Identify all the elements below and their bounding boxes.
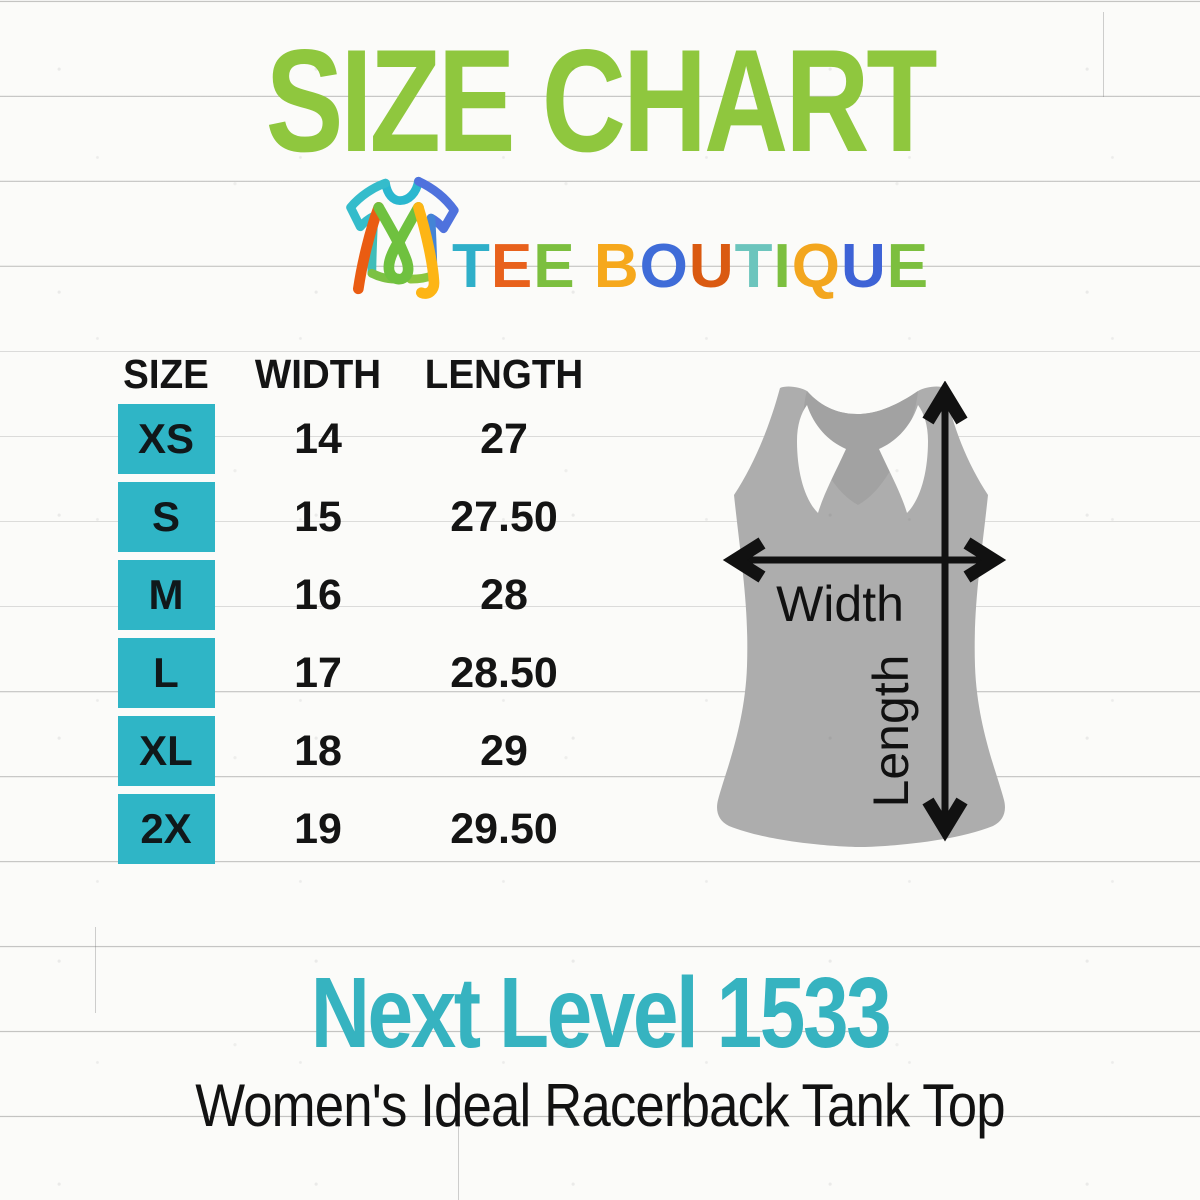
table-row: XL 18 29 bbox=[100, 712, 604, 790]
width-label: Width bbox=[776, 576, 904, 632]
size-badge: XS bbox=[117, 404, 215, 474]
table-row: M 16 28 bbox=[100, 556, 604, 634]
tank-top-diagram: Width Length bbox=[717, 381, 1007, 847]
wood-plank-seam bbox=[458, 1117, 459, 1200]
brand-letter: Q bbox=[791, 232, 841, 301]
column-header-size: SIZE bbox=[123, 350, 209, 397]
brand-letter: E bbox=[886, 232, 930, 301]
tank-silhouette bbox=[717, 386, 1005, 847]
width-value: 19 bbox=[294, 804, 342, 853]
left-armhole-cutout bbox=[797, 405, 846, 513]
right-armhole-cutout bbox=[879, 405, 928, 513]
size-badge: XL bbox=[117, 716, 215, 786]
table-header-row: SIZE WIDTH LENGTH bbox=[100, 348, 604, 400]
brand-letter: I bbox=[773, 232, 792, 301]
wood-plank-seam bbox=[95, 927, 96, 1013]
width-value: 16 bbox=[294, 570, 342, 619]
width-value: 18 bbox=[294, 726, 342, 775]
m-monogram bbox=[352, 202, 440, 299]
length-value: 29.50 bbox=[450, 804, 558, 853]
width-arrow bbox=[722, 537, 1007, 583]
product-line-title: Next Level 1533 bbox=[310, 957, 892, 1069]
table-row: XS 14 27 bbox=[100, 400, 604, 478]
length-value: 29 bbox=[480, 726, 528, 775]
brand-letter bbox=[576, 232, 594, 301]
page-title: SIZE CHART bbox=[265, 19, 938, 182]
brand-name-text: TEE BOUTIQUE bbox=[452, 232, 929, 302]
length-arrow bbox=[922, 381, 968, 842]
size-badge: 2X bbox=[117, 794, 215, 864]
brand-letter: B bbox=[593, 232, 640, 301]
brand-letter: E bbox=[490, 232, 534, 301]
size-badge: M bbox=[117, 560, 215, 630]
length-value: 28 bbox=[480, 570, 528, 619]
length-value: 27 bbox=[480, 414, 528, 463]
width-value: 17 bbox=[294, 648, 342, 697]
brand-logo: TEE BOUTIQUE bbox=[0, 168, 1200, 308]
brand-letter: U bbox=[688, 232, 735, 301]
length-value: 28.50 bbox=[450, 648, 558, 697]
brand-letter: U bbox=[840, 232, 887, 301]
length-value: 27.50 bbox=[450, 492, 558, 541]
wood-plank-seam bbox=[1103, 12, 1104, 97]
table-row: S 15 27.50 bbox=[100, 478, 604, 556]
brand-letter: T bbox=[452, 232, 491, 301]
size-badge: S bbox=[117, 482, 215, 552]
table-row: 2X 19 29.50 bbox=[100, 790, 604, 868]
width-value: 15 bbox=[294, 492, 342, 541]
tee-boutique-logo-icon bbox=[346, 176, 459, 299]
product-name-subtitle: Women's Ideal Racerback Tank Top bbox=[195, 1072, 1005, 1139]
brand-letter: E bbox=[533, 232, 576, 301]
brand-letter: O bbox=[639, 232, 689, 301]
size-table: SIZE WIDTH LENGTH XS 14 27 S 15 27.50 M … bbox=[100, 348, 604, 868]
column-header-width: WIDTH bbox=[254, 350, 382, 397]
brand-letter: T bbox=[734, 232, 774, 301]
table-row: L 17 28.50 bbox=[100, 634, 604, 712]
size-badge: L bbox=[117, 638, 215, 708]
width-value: 14 bbox=[294, 414, 342, 463]
column-header-length: LENGTH bbox=[424, 350, 584, 397]
length-label: Length bbox=[863, 655, 919, 808]
